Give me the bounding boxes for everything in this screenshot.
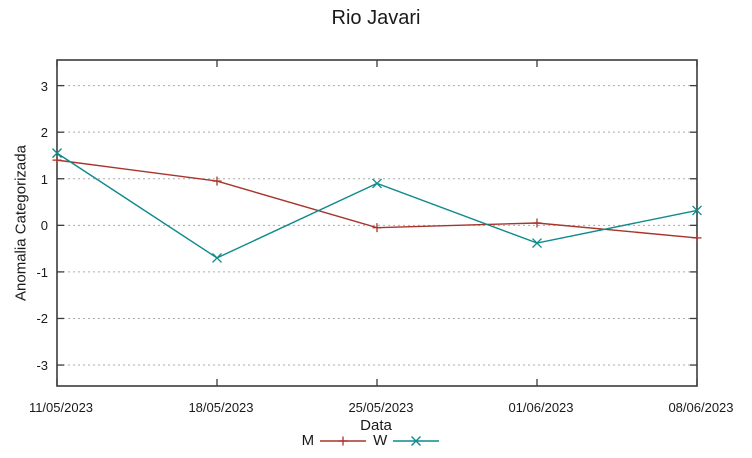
legend-label-m: M xyxy=(301,432,315,449)
legend: M W xyxy=(0,433,742,448)
x-tick-label: 18/05/2023 xyxy=(188,400,254,415)
y-tick-label: 3 xyxy=(40,78,48,94)
chart-title: Rio Javari xyxy=(331,7,421,29)
legend-line-sample-w xyxy=(393,435,440,446)
y-tick-label: -2 xyxy=(36,311,48,327)
y-tick-label: 1 xyxy=(40,171,48,187)
y-tick-label: 2 xyxy=(40,125,48,141)
legend-entry-w: W xyxy=(373,433,440,448)
x-tick-label: 08/06/2023 xyxy=(668,400,734,415)
x-tick-label: 01/06/2023 xyxy=(508,400,574,415)
legend-label-w: W xyxy=(373,432,388,449)
legend-line-sample-m xyxy=(320,436,367,445)
x-tick-label: 25/05/2023 xyxy=(348,400,414,415)
y-tick-label: -1 xyxy=(36,264,48,280)
x-tick-label: 11/05/2023 xyxy=(28,400,94,415)
legend-entry-m: M xyxy=(302,433,368,448)
y-tick-label: -3 xyxy=(36,358,48,374)
y-tick-label: 0 xyxy=(40,218,48,234)
x-axis-label: Data xyxy=(360,417,392,434)
